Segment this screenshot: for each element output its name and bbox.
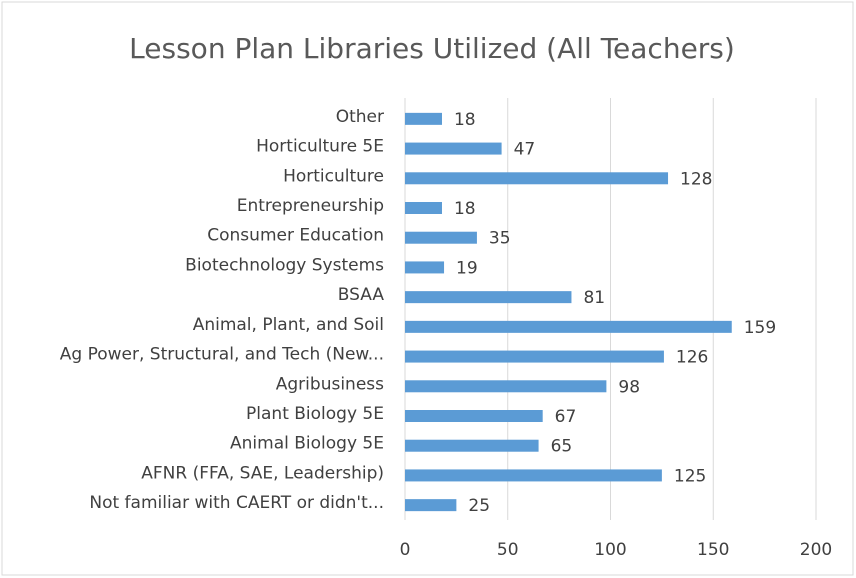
y-tick-label: Plant Biology 5E (246, 404, 384, 424)
y-tick-label: BSAA (338, 285, 385, 305)
data-label: 67 (555, 407, 577, 427)
bar (405, 439, 539, 452)
y-tick-label: Agribusiness (276, 374, 384, 394)
bar (405, 172, 669, 185)
data-label: 19 (456, 258, 478, 278)
bar (405, 291, 572, 304)
x-tick-label: 100 (594, 540, 626, 560)
y-tick-label: Consumer Education (207, 226, 384, 246)
bar (405, 142, 502, 155)
bar (405, 499, 457, 512)
bar (405, 261, 445, 274)
y-tick-label: Animal, Plant, and Soil (193, 315, 384, 335)
data-label: 98 (618, 377, 640, 397)
x-tick-label: 0 (400, 540, 411, 560)
bar (405, 410, 543, 422)
data-label: 35 (489, 229, 511, 249)
data-label: 47 (514, 140, 536, 160)
bar (405, 380, 607, 393)
x-tick-label: 50 (497, 540, 519, 560)
y-tick-label: Entrepreneurship (237, 196, 384, 216)
bar (405, 469, 662, 482)
x-tick-label: 150 (697, 540, 729, 560)
x-tick-label: 200 (800, 540, 832, 560)
bar (405, 112, 442, 125)
data-label: 126 (676, 348, 708, 368)
data-label: 18 (454, 110, 476, 130)
bar (405, 320, 732, 333)
data-label: 81 (583, 288, 605, 308)
chart-title: Lesson Plan Libraries Utilized (All Teac… (129, 32, 735, 65)
data-label: 128 (680, 169, 712, 189)
data-label: 65 (551, 437, 573, 457)
bar (405, 231, 477, 244)
data-label: 159 (744, 318, 776, 338)
data-label: 18 (454, 199, 476, 219)
bar (405, 350, 664, 363)
y-tick-label: AFNR (FFA, SAE, Leadership) (141, 463, 384, 483)
bar (405, 202, 442, 214)
y-tick-label: Biotechnology Systems (185, 255, 384, 275)
y-tick-label: Other (336, 107, 384, 127)
y-tick-label: Horticulture (283, 166, 384, 186)
y-tick-label: Horticulture 5E (256, 137, 384, 157)
y-tick-label: Not familiar with CAERT or didn't... (89, 493, 384, 513)
data-label: 25 (468, 496, 490, 516)
data-label: 125 (674, 466, 706, 486)
y-tick-label: Ag Power, Structural, and Tech (New... (60, 345, 384, 365)
y-tick-label: Animal Biology 5E (230, 434, 384, 454)
